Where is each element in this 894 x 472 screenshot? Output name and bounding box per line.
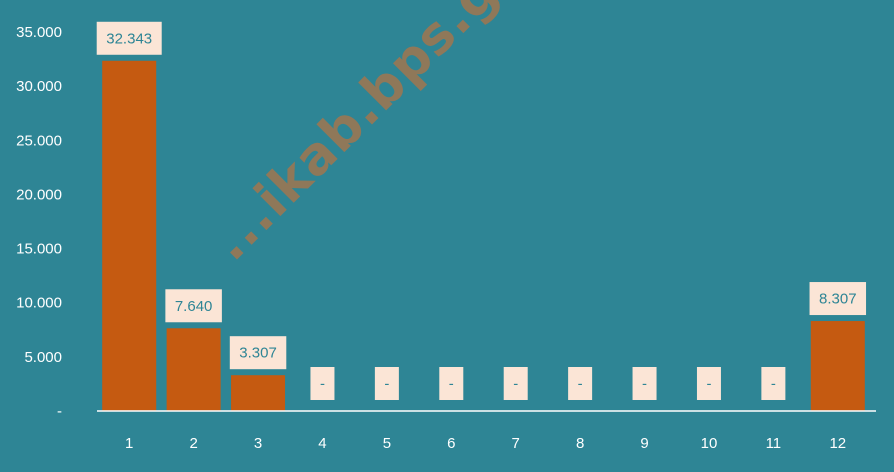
data-label-box [310,367,335,400]
bar [166,328,221,411]
x-tick-label: 12 [829,435,846,452]
data-label-box [809,282,867,316]
data-label: 3.307 [239,345,277,362]
data-label-box [503,367,528,400]
data-label: 32.343 [106,30,152,47]
y-tick-label: - [57,403,62,420]
data-label: - [513,376,518,393]
y-tick-label: 20.000 [16,186,62,203]
y-tick-label: 15.000 [16,241,62,258]
data-label: - [320,376,325,393]
data-label-box [439,367,464,400]
data-label: - [706,376,711,393]
x-tick-label: 10 [701,435,718,452]
data-label-box [229,336,287,370]
bar [231,375,286,411]
data-label-box [761,367,786,400]
y-tick-label: 25.000 [16,132,62,149]
data-label-box [165,289,222,323]
x-tick-label: 11 [766,435,782,452]
data-label: 8.307 [819,291,857,308]
x-tick-label: 1 [125,435,133,452]
x-tick-label: 8 [576,435,584,452]
x-tick-label: 6 [447,435,455,452]
data-label-box [374,367,399,400]
x-tick-label: 3 [254,435,262,452]
x-tick-label: 2 [189,435,197,452]
y-tick-label: 10.000 [16,295,62,312]
data-label: - [384,376,389,393]
data-label-box [96,21,162,55]
data-label: - [642,376,647,393]
y-tick-label: 35.000 [16,24,62,41]
x-tick-label: 4 [318,435,326,452]
data-label-box [568,367,593,400]
data-label-box [696,367,721,400]
y-tick-label: 5.000 [24,349,62,366]
y-tick-label: 30.000 [16,78,62,95]
data-label-box [632,367,657,400]
x-tick-label: 9 [640,435,648,452]
x-tick-label: 5 [383,435,391,452]
bar [102,60,157,411]
data-label: 7.640 [175,298,213,315]
data-label: - [578,376,583,393]
data-label: - [771,376,776,393]
data-label: - [449,376,454,393]
x-tick-label: 7 [512,435,520,452]
bar [810,321,865,411]
